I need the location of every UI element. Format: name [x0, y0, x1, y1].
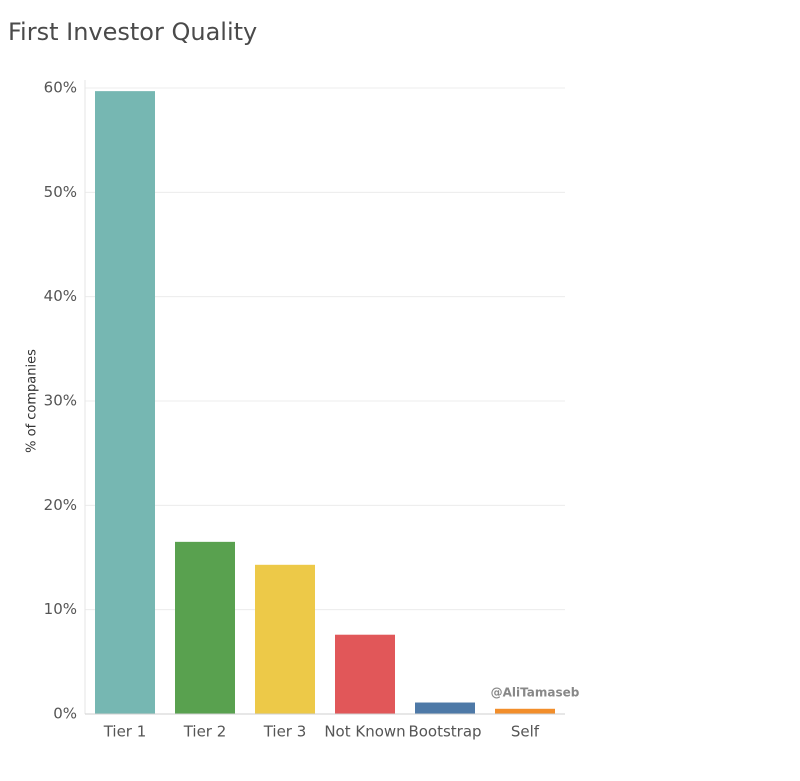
- x-tick-label: Tier 3: [263, 723, 307, 741]
- y-tick-label: 40%: [44, 287, 77, 305]
- bar: [335, 634, 395, 714]
- chart-title: First Investor Quality: [8, 18, 257, 46]
- y-tick-label: 30%: [44, 392, 77, 410]
- bar: [255, 564, 315, 714]
- bar: [175, 541, 235, 714]
- x-tick-label: Bootstrap: [408, 723, 481, 741]
- annotation: @AliTamaseb: [491, 686, 580, 700]
- x-tick-label: Tier 1: [103, 723, 147, 741]
- y-tick-label: 10%: [44, 600, 77, 618]
- bar: [415, 702, 475, 714]
- bar: [95, 91, 155, 714]
- x-tick-label: Tier 2: [183, 723, 227, 741]
- y-tick-label: 20%: [44, 496, 77, 514]
- bar: [495, 708, 555, 714]
- x-tick-label: Self: [511, 723, 540, 741]
- y-axis-title: % of companies: [25, 349, 40, 453]
- y-tick-label: 50%: [44, 183, 77, 201]
- y-tick-label: 60%: [44, 79, 77, 97]
- x-tick-label: Not Known: [324, 723, 405, 741]
- y-tick-label: 0%: [53, 705, 77, 723]
